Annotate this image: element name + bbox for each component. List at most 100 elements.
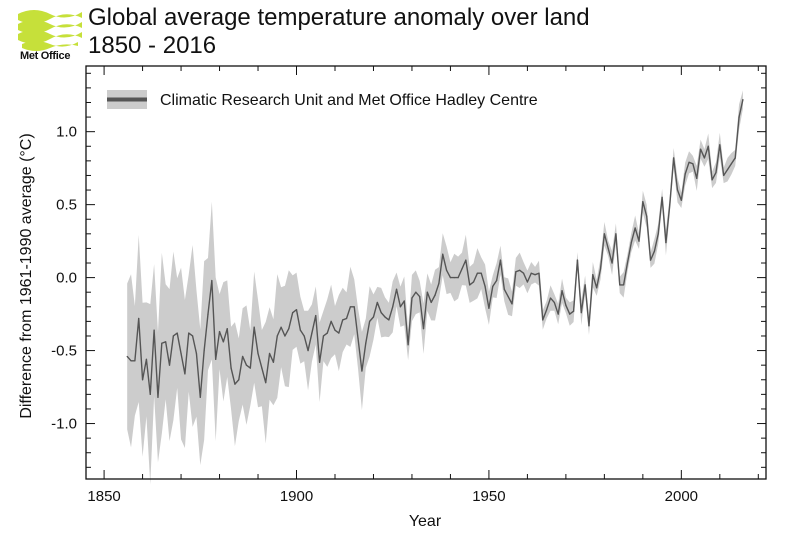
- data-point: [434, 294, 436, 296]
- data-point: [673, 157, 675, 159]
- data-point: [292, 312, 294, 314]
- data-point: [534, 274, 536, 276]
- data-point: [126, 355, 128, 358]
- data-point: [569, 313, 571, 315]
- data-point: [403, 300, 405, 302]
- data-point: [191, 335, 194, 337]
- data-point: [530, 272, 532, 274]
- data-point: [680, 199, 682, 201]
- data-point: [538, 272, 540, 274]
- data-point: [242, 355, 244, 358]
- legend-label: Climatic Research Unit and Met Office Ha…: [160, 92, 538, 109]
- data-point: [461, 268, 463, 270]
- data-point: [496, 279, 498, 282]
- met-office-logo: [18, 10, 82, 51]
- data-point: [615, 233, 617, 235]
- data-point: [268, 352, 271, 355]
- data-point: [657, 233, 659, 235]
- data-point: [499, 259, 502, 261]
- logo-text: Met Office: [20, 50, 71, 62]
- data-point: [168, 364, 171, 366]
- data-point: [230, 367, 232, 369]
- data-point: [318, 361, 321, 363]
- data-point: [519, 269, 521, 271]
- data-point: [619, 284, 621, 286]
- data-point: [546, 309, 548, 311]
- data-point: [157, 396, 159, 398]
- y-tick-label: -1.0: [51, 416, 77, 433]
- data-point: [234, 383, 236, 385]
- data-point: [280, 326, 282, 328]
- data-point: [442, 253, 444, 255]
- chart-title: Global average temperature anomaly over …: [88, 4, 590, 31]
- data-point: [211, 279, 213, 282]
- data-point: [134, 360, 136, 362]
- data-point: [684, 173, 686, 175]
- data-point: [634, 227, 636, 229]
- data-point: [272, 361, 275, 363]
- data-point: [165, 341, 167, 343]
- data-point: [503, 288, 505, 290]
- data-point: [222, 341, 224, 343]
- data-point: [638, 240, 640, 242]
- data-point: [334, 329, 336, 331]
- data-point: [257, 352, 259, 355]
- data-point: [469, 284, 471, 286]
- data-point: [349, 306, 351, 308]
- data-point: [299, 329, 301, 331]
- data-point: [138, 317, 140, 320]
- data-point: [215, 358, 217, 360]
- data-point: [419, 295, 421, 298]
- data-point: [646, 215, 648, 217]
- data-point: [726, 169, 729, 171]
- data-point: [345, 317, 348, 320]
- data-point: [719, 144, 721, 146]
- data-point: [572, 310, 575, 312]
- data-point: [388, 319, 390, 321]
- data-point: [603, 233, 605, 235]
- data-point: [699, 148, 702, 150]
- data-point: [342, 319, 344, 321]
- data-point: [326, 332, 328, 334]
- x-axis-label: Year: [409, 513, 442, 530]
- data-point: [715, 171, 717, 174]
- data-point: [253, 326, 255, 328]
- data-point: [426, 291, 428, 293]
- data-point: [438, 282, 440, 285]
- data-point: [265, 382, 267, 384]
- x-tick-label: 2000: [665, 488, 698, 505]
- data-point: [515, 271, 517, 273]
- data-point: [303, 335, 305, 337]
- data-point: [611, 262, 613, 264]
- data-point: [322, 335, 325, 337]
- data-point: [249, 367, 251, 369]
- data-point: [330, 320, 332, 322]
- data-point: [176, 332, 178, 334]
- data-point: [141, 379, 144, 381]
- data-point: [476, 272, 478, 274]
- data-point: [184, 373, 186, 375]
- data-point: [245, 364, 248, 366]
- y-axis-label: Difference from 1961-1990 average (°C): [18, 133, 35, 418]
- data-point: [261, 367, 263, 369]
- data-point: [295, 309, 298, 311]
- data-point: [453, 277, 455, 279]
- data-point: [457, 277, 459, 279]
- data-point: [338, 332, 340, 334]
- data-point: [692, 163, 694, 165]
- data-point: [445, 269, 448, 271]
- data-point: [492, 285, 494, 287]
- waves-icon: [18, 10, 82, 51]
- data-point: [642, 201, 644, 203]
- data-point: [180, 352, 182, 355]
- data-point: [742, 98, 744, 101]
- data-point: [384, 316, 386, 318]
- data-point: [399, 306, 402, 308]
- data-point: [315, 314, 317, 317]
- data-point: [588, 325, 590, 327]
- data-point: [553, 301, 555, 304]
- y-tick-label: 1.0: [56, 124, 77, 141]
- data-point: [415, 291, 417, 293]
- data-point: [599, 268, 602, 270]
